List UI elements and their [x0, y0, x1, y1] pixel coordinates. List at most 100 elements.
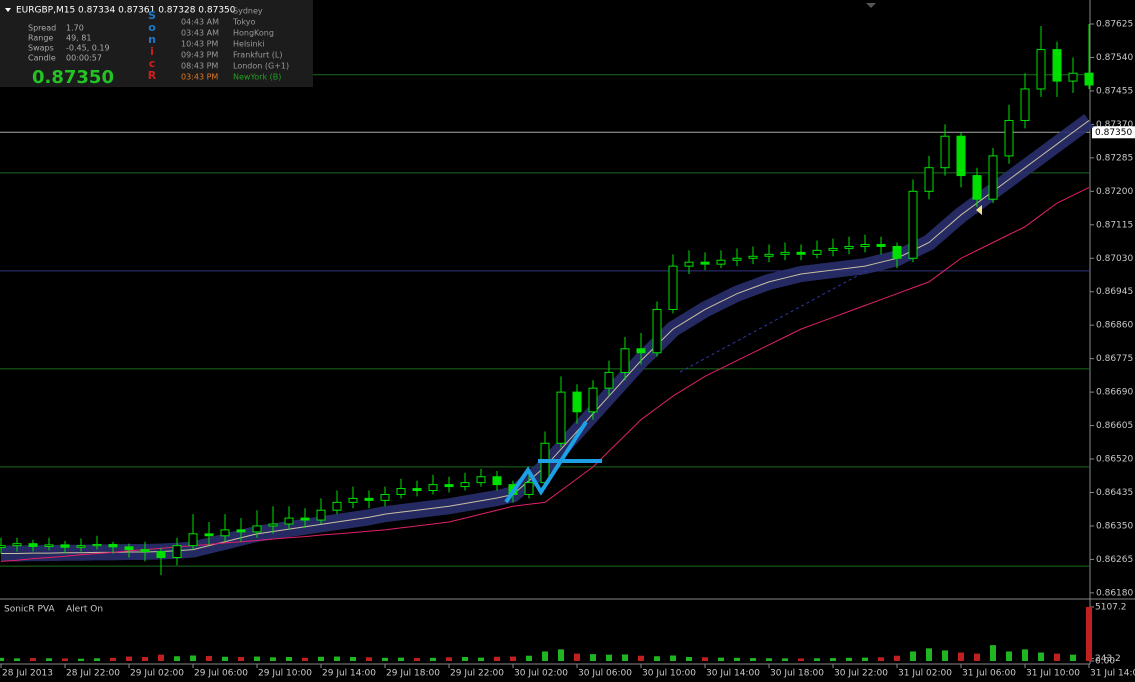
- candle-body: [268, 523, 278, 527]
- candle-body: [796, 251, 806, 255]
- x-tick-label: 28 Jul 22:00: [66, 669, 120, 679]
- candle-body: [476, 476, 486, 484]
- candle-body: [732, 257, 742, 261]
- session-time: 09:43 PM: [181, 51, 218, 60]
- candle-body: [348, 497, 358, 503]
- y-tick-label: 0.86860: [1096, 321, 1133, 331]
- session-time: 03:43 PM: [181, 73, 218, 82]
- candle-body: [444, 484, 454, 488]
- candle-body: [12, 543, 22, 547]
- volume-bar: [750, 658, 756, 661]
- volume-bar: [158, 654, 164, 661]
- volume-bar: [302, 657, 308, 661]
- candle-body: [316, 509, 326, 521]
- x-tick-label: 30 Jul 18:00: [770, 669, 824, 679]
- volume-bar: [1086, 607, 1092, 661]
- candle-body: [588, 387, 598, 413]
- last-price-box: [1092, 126, 1135, 139]
- volume-bar: [990, 645, 996, 661]
- candle-body: [156, 551, 166, 558]
- volume-bar: [926, 648, 932, 661]
- candle-body: [812, 249, 822, 255]
- candle-body: [108, 543, 118, 548]
- volume-bar: [942, 650, 948, 661]
- candle-body: [668, 265, 678, 310]
- volume-panel: SonicR PVA Alert On 5107.2 243.20.00: [0, 603, 1127, 667]
- volume-bar: [510, 656, 516, 661]
- session-city: HongKong: [233, 29, 274, 38]
- volume-bar: [910, 651, 916, 661]
- candle-body: [684, 261, 694, 267]
- candle-body: [364, 497, 374, 501]
- volume-bar: [222, 656, 228, 661]
- volume-bar: [94, 658, 100, 661]
- candle-body: [44, 544, 54, 547]
- x-tick-label: 31 Jul 14:00: [1090, 669, 1135, 679]
- candle-body: [636, 348, 646, 354]
- candle-body: [716, 259, 726, 265]
- y-tick-label: 0.87625: [1096, 20, 1133, 30]
- volume-bar: [734, 657, 740, 661]
- stat-label: Swaps: [28, 44, 54, 53]
- y-tick-label: 0.86945: [1096, 287, 1133, 297]
- info-box: EURGBP,M15 0.87334 0.87361 0.87328 0.873…: [0, 0, 313, 88]
- volume-bar: [526, 655, 532, 661]
- candle-body: [892, 245, 902, 259]
- candle-body: [284, 517, 294, 525]
- x-tick-label: 30 Jul 06:00: [578, 669, 632, 679]
- volume-bar: [350, 656, 356, 661]
- zigzag: [504, 420, 588, 504]
- volume-bar: [206, 655, 212, 661]
- candle-body: [876, 243, 886, 247]
- y-tick-label: 0.86265: [1096, 555, 1133, 565]
- candle-body: [1004, 119, 1014, 157]
- x-tick-label: 28 Jul 2013: [2, 669, 53, 679]
- candle-body: [748, 255, 758, 259]
- stat-value: -0.45, 0.19: [66, 44, 110, 53]
- candle-body: [1036, 49, 1046, 90]
- x-tick-label: 30 Jul 10:00: [642, 669, 696, 679]
- x-tick-label: 29 Jul 06:00: [194, 669, 248, 679]
- candle-body: [908, 190, 918, 259]
- candle-body: [572, 391, 582, 413]
- x-tick-label: 29 Jul 02:00: [130, 669, 184, 679]
- candle-body: [428, 484, 438, 492]
- y-tick-label: 0.87455: [1096, 86, 1133, 96]
- candle-body: [860, 243, 870, 247]
- volume-tick-label: 5107.2: [1095, 603, 1127, 613]
- volume-bar: [862, 657, 868, 661]
- session-city: Frankfurt (L): [233, 51, 282, 60]
- candle-body: [652, 308, 662, 354]
- volume-tick-label: 243.2: [1095, 654, 1121, 664]
- stat-value: 1.70: [66, 24, 84, 33]
- volume-bar: [782, 658, 788, 661]
- volume-bar: [542, 651, 548, 661]
- x-tick-label: 31 Jul 02:00: [898, 669, 952, 679]
- arrow-marker: [976, 205, 982, 215]
- stat-value: 00:00:57: [66, 54, 102, 63]
- shift-marker: [866, 3, 876, 8]
- volume-bar: [286, 656, 292, 661]
- candle-body: [620, 348, 630, 373]
- volume-bar: [670, 655, 676, 661]
- volume-bar: [414, 658, 420, 661]
- volume-bar: [78, 658, 84, 661]
- x-tick-label: 30 Jul 22:00: [834, 669, 888, 679]
- volume-tick-label: 0.00: [1095, 657, 1115, 667]
- volume-bar: [766, 658, 772, 661]
- candle-body: [556, 391, 566, 444]
- volume-bar: [654, 656, 660, 661]
- dropdown-icon: [5, 8, 11, 12]
- session-time: 04:43 AM: [181, 18, 219, 27]
- volume-bar: [30, 658, 36, 661]
- volume-bar: [878, 657, 884, 661]
- brand-letter: i: [150, 45, 154, 58]
- y-tick-label: 0.86775: [1096, 354, 1133, 364]
- volume-bar: [830, 658, 836, 661]
- volume-bar: [0, 657, 4, 661]
- ema-line: [0, 186, 1090, 562]
- candle-body: [604, 371, 614, 389]
- y-tick-label: 0.86435: [1096, 488, 1133, 498]
